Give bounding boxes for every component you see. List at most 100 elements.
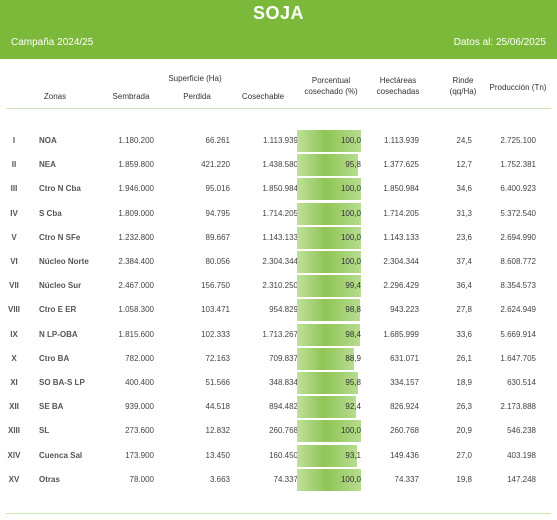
cosechable-value: 260.768: [269, 426, 298, 436]
subtitle-bar: Campaña 2024/25 Datos al: 25/06/2025: [0, 29, 557, 59]
table-row: XI SO BA-S LP 400.400 51.566 348.834 95,8 334.…: [0, 371, 557, 395]
cosechable-value: 1.143.133: [262, 232, 298, 242]
zone-name: Ctro N SFe: [39, 232, 81, 242]
produccion-value: 630.514: [507, 378, 536, 387]
table-row: XIII SL 273.600 12.832 260.768 100,0 260.768 20…: [0, 419, 557, 443]
row-number: V: [11, 232, 17, 242]
sembrada-value: 2.467.000: [118, 281, 154, 291]
percent-harvested-bar: [297, 347, 354, 370]
row-number: X: [11, 353, 17, 363]
row-number: VIII: [7, 305, 20, 315]
header-zonas: Zonas: [43, 92, 67, 101]
table-row: IX N LP-OBA 1.815.600 102.333 1.713.267 98,4 1…: [0, 323, 557, 347]
percent-harvested-cell: 95,8: [297, 371, 361, 395]
perdida-value: 421.220: [201, 160, 230, 170]
table-row: IV S Cba 1.809.000 94.795 1.714.205 100,0 1.71…: [0, 202, 557, 226]
table-row: VII Núcleo Sur 2.467.000 156.750 2.310.250 99…: [0, 274, 557, 298]
percent-harvested-value: 100,0: [340, 184, 361, 194]
rinde-value: 27,0: [456, 450, 472, 460]
zone-name: SO BA-S LP: [39, 378, 85, 387]
header-porcentual-2: cosechado (%): [304, 87, 358, 96]
rinde-value: 26,1: [456, 353, 472, 363]
percent-harvested-bar: [297, 251, 361, 273]
rinde-value: 26,3: [456, 402, 472, 412]
percent-harvested-value: 100,0: [340, 232, 361, 242]
produccion-value: 1.647.705: [500, 353, 536, 363]
produccion-value: 147.248: [507, 474, 536, 484]
row-number: VII: [9, 281, 19, 291]
perdida-value: 102.333: [201, 329, 230, 339]
zone-name: Ctro E ER: [39, 305, 77, 315]
percent-harvested-value: 93,1: [345, 450, 361, 460]
hectareas-cosechadas-value: 943.223: [390, 305, 419, 315]
table-row: II NEA 1.859.800 421.220 1.438.580 95,8 1.377.…: [0, 153, 557, 177]
sembrada-value: 1.180.200: [118, 136, 154, 145]
produccion-value: 2.173.888: [500, 402, 536, 412]
rinde-value: 37,4: [456, 257, 472, 266]
header-produccion: Producción (Tn): [489, 83, 547, 92]
row-number: I: [12, 136, 16, 145]
percent-harvested-value: 95,8: [345, 160, 361, 170]
percent-harvested-cell: 92,4: [297, 395, 361, 419]
row-number: IX: [10, 329, 18, 339]
hectareas-cosechadas-value: 334.157: [390, 378, 419, 387]
sembrada-value: 1.232.800: [118, 232, 154, 242]
percent-harvested-bar: [297, 444, 357, 467]
produccion-value: 546.238: [507, 426, 536, 436]
percent-harvested-value: 100,0: [340, 136, 361, 145]
header-superficie: Superficie (Ha): [168, 74, 222, 83]
title-bar: SOJA: [0, 0, 557, 31]
cosechable-value: 348.834: [269, 378, 298, 387]
hectareas-cosechadas-value: 2.304.344: [383, 257, 419, 266]
row-number: VI: [10, 257, 18, 266]
header-perdida: Perdida: [183, 92, 211, 101]
sembrada-value: 273.600: [125, 426, 154, 436]
zone-name: N LP-OBA: [39, 329, 78, 339]
rinde-value: 24,5: [456, 136, 472, 145]
cosechable-value: 1.714.205: [262, 208, 298, 218]
percent-harvested-cell: 100,0: [297, 177, 361, 201]
rinde-value: 18,9: [456, 378, 472, 387]
table-row: VI Núcleo Norte 2.384.400 80.056 2.304.344 10…: [0, 250, 557, 274]
percent-harvested-cell: 98,4: [297, 323, 361, 347]
percent-harvested-cell: 100,0: [297, 250, 361, 274]
percent-harvested-bar: [297, 323, 360, 346]
cosechable-value: 1.113.939: [263, 136, 298, 145]
table-row: XIV Cuenca Sal 173.900 13.450 160.450 93,1 149…: [0, 444, 557, 468]
percent-harvested-value: 100,0: [340, 257, 361, 266]
percent-harvested-cell: 100,0: [297, 468, 361, 492]
percent-harvested-cell: 99,4: [297, 274, 361, 298]
perdida-value: 13.450: [205, 450, 230, 460]
rinde-value: 19,8: [456, 474, 472, 484]
percent-harvested-bar: [297, 202, 361, 225]
sembrada-value: 939.000: [125, 402, 154, 412]
table-bottom-divider: [6, 513, 551, 514]
produccion-value: 2.694.990: [500, 232, 536, 242]
perdida-value: 51.566: [205, 378, 230, 387]
percent-harvested-value: 100,0: [340, 426, 361, 436]
zone-name: NOA: [39, 136, 57, 145]
hectareas-cosechadas-value: 826.924: [390, 402, 419, 412]
campaign-label: Campaña 2024/25: [11, 37, 94, 48]
percent-harvested-cell: 93,1: [297, 444, 361, 468]
table-row: I NOA 1.180.200 66.261 1.113.939 100,0 1.113.9…: [0, 129, 557, 153]
hectareas-cosechadas-value: 2.296.429: [383, 281, 419, 291]
percent-harvested-bar: [297, 299, 361, 322]
zone-name: Cuenca Sal: [39, 450, 83, 460]
row-number: III: [10, 184, 18, 194]
produccion-value: 8.354.573: [500, 281, 536, 291]
data-date-label: Datos al: 25/06/2025: [453, 37, 546, 48]
row-number: XI: [10, 378, 18, 387]
table-row: XII SE BA 939.000 44.518 894.482 92,4 826.924 2…: [0, 395, 557, 419]
percent-harvested-bar: [297, 372, 359, 394]
table-row: VIII Ctro E ER 1.058.300 103.471 954.829 98,8…: [0, 298, 557, 322]
produccion-value: 8.608.772: [500, 257, 536, 266]
perdida-value: 103.471: [201, 305, 230, 315]
hectareas-cosechadas-value: 1.143.133: [383, 232, 419, 242]
sembrada-value: 173.900: [125, 450, 154, 460]
percent-harvested-value: 95,8: [345, 378, 361, 387]
sembrada-value: 1.859.800: [118, 160, 154, 170]
sembrada-value: 78.000: [129, 474, 154, 484]
percent-harvested-value: 88,9: [345, 353, 361, 363]
hectareas-cosechadas-value: 631.071: [390, 353, 419, 363]
